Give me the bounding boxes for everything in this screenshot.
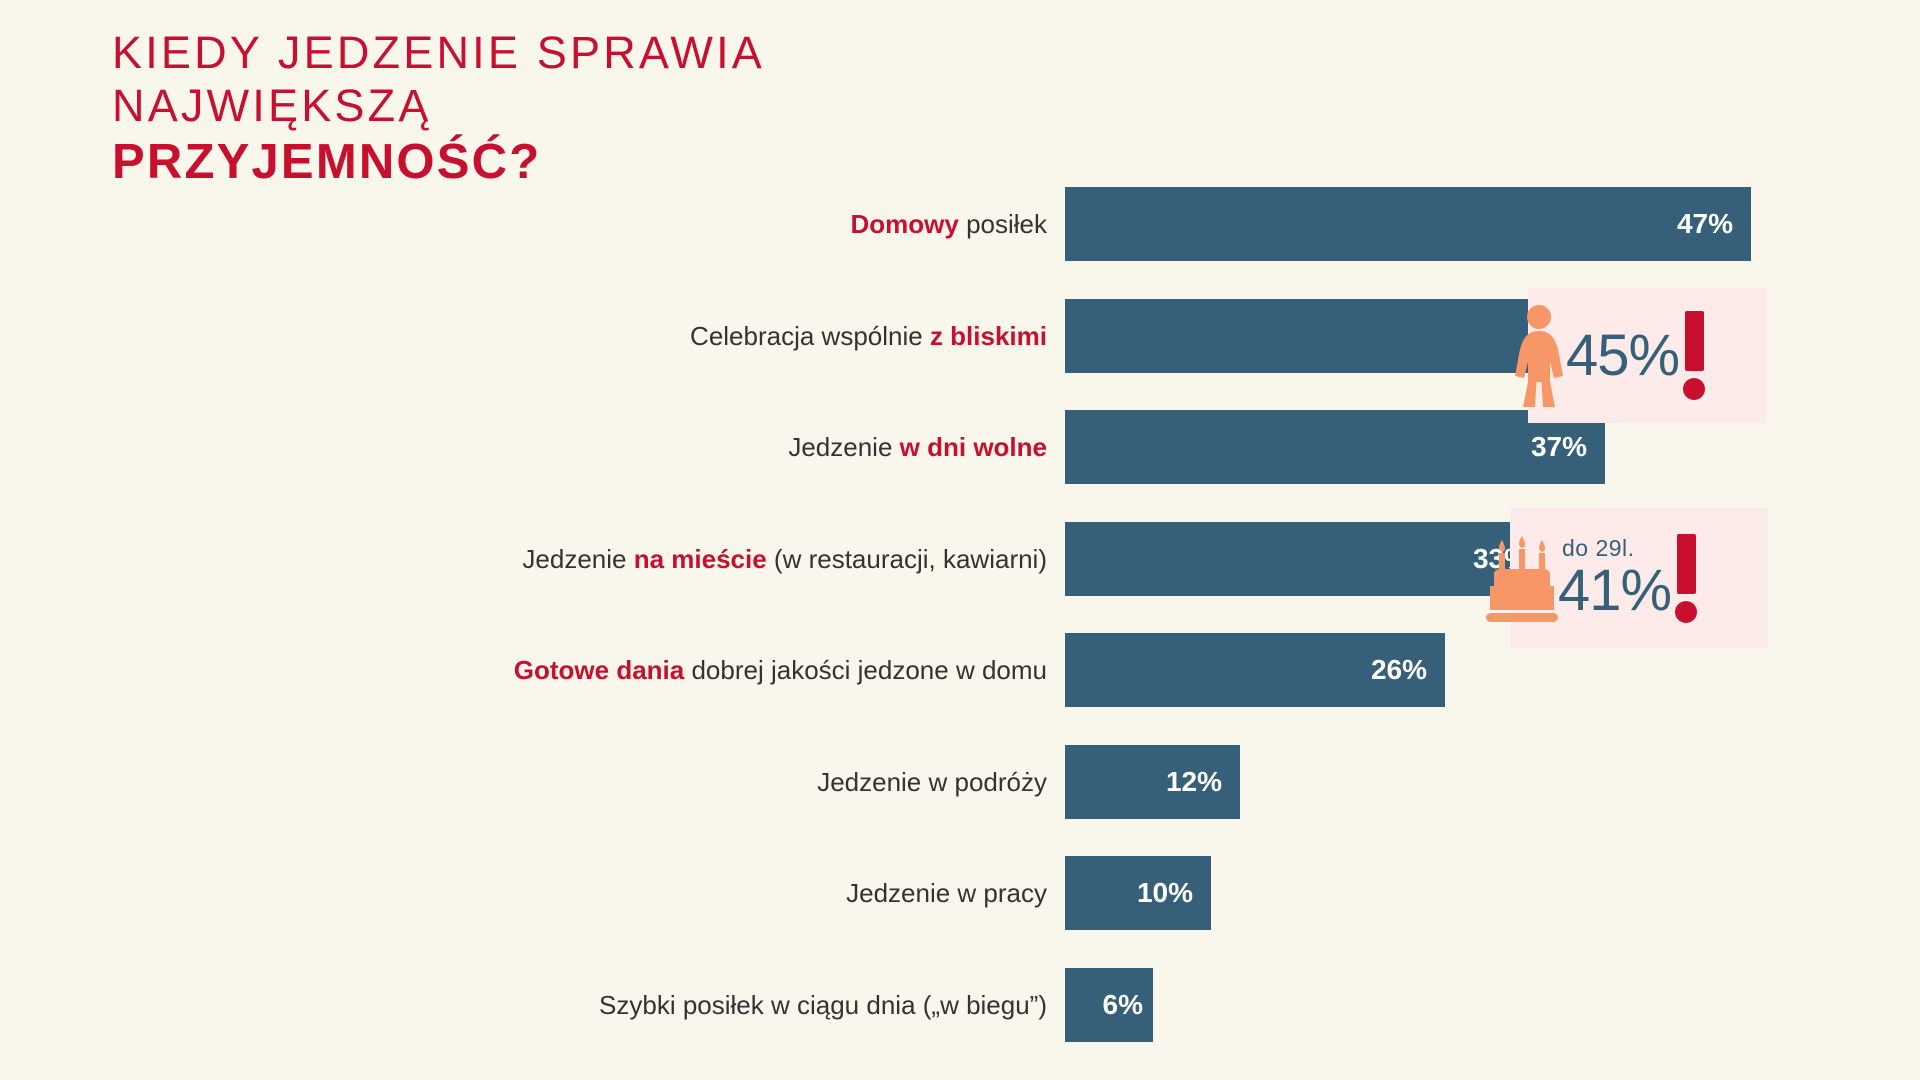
bar-label: Jedzenie w dni wolne (347, 410, 1047, 484)
bar: 6% (1065, 967, 1153, 1042)
exclamation-bar (1684, 311, 1704, 371)
bar-label-text: (w restauracji, kawiarni) (766, 543, 1047, 574)
exclamation-dot (1683, 378, 1706, 400)
bar: 10% (1065, 856, 1211, 930)
exclamation-icon (1683, 311, 1706, 400)
bar-label: Gotowe dania dobrej jakości jedzone w do… (347, 633, 1047, 707)
callout-women-body: 45% (1566, 311, 1706, 400)
callout-age-value: 41% (1558, 558, 1672, 623)
bar-label-text: Jedzenie (788, 432, 900, 462)
bar-label: Domowy posiłek (347, 187, 1048, 261)
bar-value-label: 6% (1102, 988, 1143, 1020)
bar-label-text: Jedzenie (522, 543, 634, 574)
bar-label: Celebracja wspólnie z bliskimi (347, 299, 1047, 373)
title-line-2: NAJWIĘKSZĄ (112, 80, 432, 131)
title-line-3: PRZYJEMNOŚĆ? (112, 135, 542, 189)
title-line-1: KIEDY JEDZENIE SPRAWIA (112, 27, 766, 78)
bar-label-highlight: Gotowe dania (513, 655, 685, 685)
bar: 37% (1065, 410, 1605, 484)
bar-label-text: Jedzenie w pracy (846, 878, 1047, 908)
bar-value-label: 26% (1370, 654, 1427, 685)
bar-value-label: 10% (1136, 877, 1193, 908)
bar-label-highlight: na mieście (633, 543, 767, 574)
bar-label-text: dobrej jakości jedzone w domu (684, 655, 1047, 685)
bar-label-highlight: z bliskimi (929, 320, 1047, 351)
bar-label: Jedzenie na mieście (w restauracji, kawi… (347, 522, 1047, 596)
bar: 26% (1065, 633, 1445, 707)
bar: 12% (1065, 744, 1240, 819)
exclamation-bar (1676, 533, 1696, 594)
bar-value-label: 12% (1165, 765, 1222, 797)
bar-value-label: 37% (1530, 431, 1587, 462)
bar-label-text: Celebracja wspólnie (690, 320, 930, 351)
bar-label: Jedzenie w pracy (347, 856, 1047, 930)
bar: 33% (1065, 521, 1547, 596)
bar: 47% (1065, 187, 1751, 261)
exclamation-icon (1675, 533, 1698, 623)
birthday-cake-icon (1486, 534, 1558, 622)
exclamation-dot (1675, 600, 1698, 623)
bar-label-text: Szybki posiłek w ciągu dnia („w biegu”) (599, 989, 1047, 1020)
bar-label-highlight: w dni wolne (899, 432, 1047, 462)
callout-age-texts: do 29l. 41% (1558, 535, 1672, 623)
bar-value-label: 47% (1676, 208, 1733, 239)
callout-women-45: 45% (1515, 288, 1766, 423)
bar-label-highlight: Domowy (850, 209, 959, 239)
callout-women-value: 45% (1566, 322, 1680, 388)
female-figure-icon (1512, 304, 1566, 408)
callout-women-texts: 45% (1566, 322, 1680, 388)
page-title: KIEDY JEDZENIE SPRAWIA NAJWIĘKSZĄ PRZYJE… (112, 26, 892, 189)
bar-label: Szybki posiłek w ciągu dnia („w biegu”) (347, 968, 1047, 1042)
callout-age-body: do 29l. 41% (1558, 533, 1698, 623)
bar-label-text: Jedzenie w podróży (817, 766, 1047, 797)
callout-age-41: do 29l. 41% (1486, 508, 1768, 648)
bar-label-text: posiłek (958, 209, 1047, 239)
callout-age-subtitle: do 29l. (1562, 535, 1635, 561)
bar-label: Jedzenie w podróży (347, 745, 1047, 819)
